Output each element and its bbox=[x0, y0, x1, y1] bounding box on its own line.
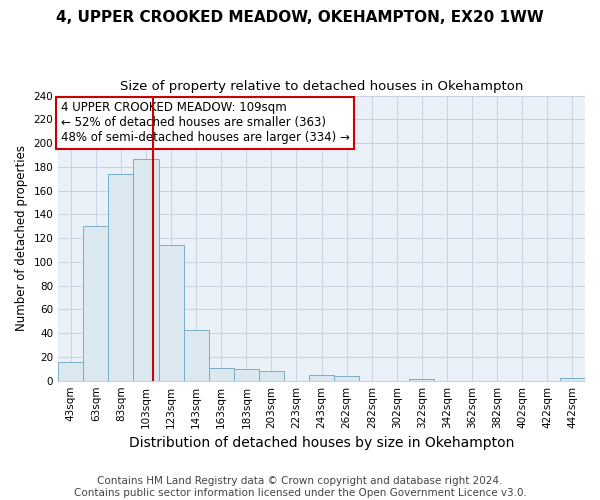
Bar bbox=[58, 362, 83, 380]
Bar bbox=[259, 371, 284, 380]
Bar bbox=[109, 174, 133, 380]
Bar bbox=[234, 369, 259, 380]
Bar bbox=[83, 226, 109, 380]
Bar bbox=[184, 330, 209, 380]
X-axis label: Distribution of detached houses by size in Okehampton: Distribution of detached houses by size … bbox=[129, 436, 514, 450]
Y-axis label: Number of detached properties: Number of detached properties bbox=[15, 145, 28, 331]
Text: 4, UPPER CROOKED MEADOW, OKEHAMPTON, EX20 1WW: 4, UPPER CROOKED MEADOW, OKEHAMPTON, EX2… bbox=[56, 10, 544, 25]
Text: 4 UPPER CROOKED MEADOW: 109sqm
← 52% of detached houses are smaller (363)
48% of: 4 UPPER CROOKED MEADOW: 109sqm ← 52% of … bbox=[61, 102, 350, 144]
Bar bbox=[309, 374, 334, 380]
Bar bbox=[560, 378, 585, 380]
Bar bbox=[133, 158, 158, 380]
Bar bbox=[334, 376, 359, 380]
Text: Contains HM Land Registry data © Crown copyright and database right 2024.
Contai: Contains HM Land Registry data © Crown c… bbox=[74, 476, 526, 498]
Bar bbox=[209, 368, 234, 380]
Title: Size of property relative to detached houses in Okehampton: Size of property relative to detached ho… bbox=[120, 80, 523, 93]
Bar bbox=[158, 245, 184, 380]
